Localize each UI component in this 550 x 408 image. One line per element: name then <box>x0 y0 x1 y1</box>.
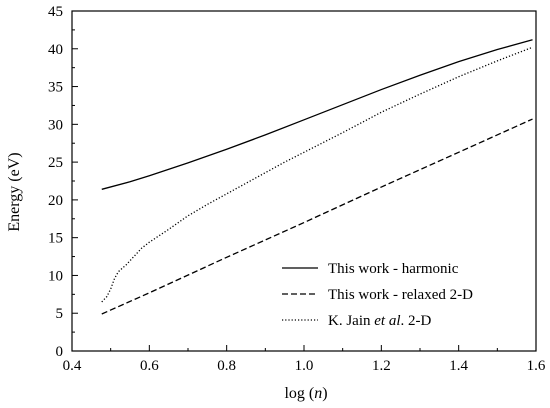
x-axis-label-prefix: log ( <box>284 385 314 402</box>
legend-label: This work - relaxed 2-D <box>328 287 473 303</box>
y-tick-label: 35 <box>48 80 63 96</box>
legend-label: K. Jain et al. 2-D <box>328 313 431 329</box>
series-line-dotted <box>101 46 533 303</box>
series-line-solid <box>101 39 533 190</box>
x-axis-label-suffix: ) <box>322 385 327 402</box>
x-tick-label: 1.2 <box>372 358 391 374</box>
legend-label-part: et al <box>374 313 400 329</box>
x-tick-label: 1.4 <box>449 358 468 374</box>
y-tick-label: 0 <box>56 344 64 360</box>
x-tick-label: 1.0 <box>295 358 314 374</box>
y-axis-label: Energy (eV) <box>6 152 23 231</box>
y-tick-label: 20 <box>48 193 63 209</box>
series-layer <box>101 39 533 315</box>
x-axis-label: log (n) <box>284 385 327 402</box>
y-tick-label: 30 <box>48 117 63 133</box>
legend-label: This work - harmonic <box>328 261 459 277</box>
x-tick-label: 0.8 <box>217 358 236 374</box>
y-tick-label: 15 <box>48 231 63 247</box>
legend-label-part: K. Jain <box>328 313 374 329</box>
series-line-dashed <box>101 118 533 315</box>
y-tick-label: 10 <box>48 268 63 284</box>
legend-label-part: . 2-D <box>401 313 432 329</box>
y-tick-label: 5 <box>56 306 64 322</box>
y-tick-label: 25 <box>48 155 63 171</box>
x-axis-label-var: n <box>314 385 322 402</box>
x-tick-label: 0.4 <box>63 358 82 374</box>
x-tick-label: 1.6 <box>527 358 546 374</box>
y-tick-label: 45 <box>48 4 63 20</box>
y-tick-label: 40 <box>48 42 63 58</box>
legend: This work - harmonic This work - relaxed … <box>282 261 473 329</box>
axes: 0.4 0.6 0.8 1.0 1.2 1.4 1.6 0 5 10 15 20 25 30 35 40 45 <box>48 4 546 374</box>
x-tick-label: 0.6 <box>140 358 159 374</box>
